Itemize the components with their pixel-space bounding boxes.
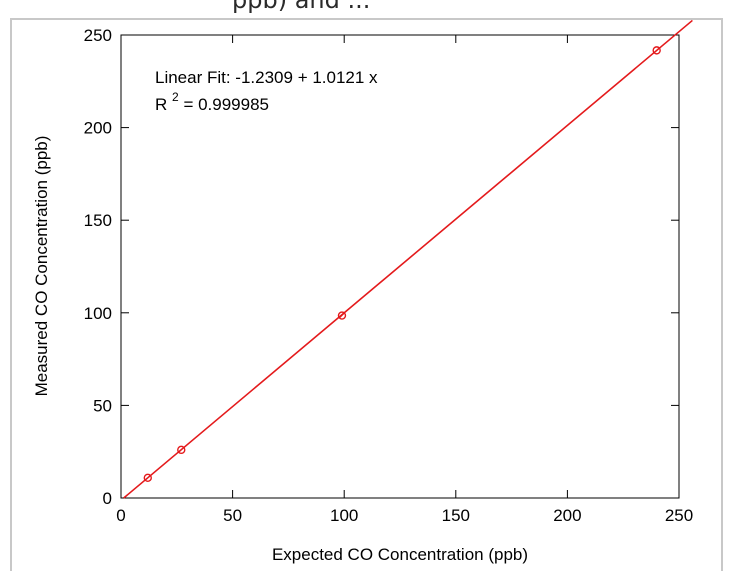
data-point-mark (653, 47, 660, 54)
data-point-mark (339, 312, 345, 319)
tick-labels: 0 50 100 150 200 250 0 50 100 150 200 250 (84, 26, 694, 525)
x-axis-title: Expected CO Concentration (ppb) (272, 545, 528, 564)
r-squared-annotation: R 2 = 0.999985 (155, 86, 269, 114)
data-point-mark (178, 446, 185, 453)
x-tick-label: 0 (116, 506, 125, 525)
data-point-mark (144, 474, 151, 481)
data-point (337, 311, 347, 320)
cropped-title: ppb) and ... (232, 0, 371, 14)
data-point (177, 445, 186, 455)
x-tick-label: 250 (665, 506, 693, 525)
data-point (652, 46, 661, 55)
y-tick-label: 50 (93, 396, 112, 415)
x-tick-label: 50 (223, 506, 242, 525)
x-tick-label: 100 (330, 506, 358, 525)
r-squared-exponent: 2 (172, 90, 179, 104)
fit-line (123, 19, 693, 499)
r-squared-base: R (155, 95, 167, 114)
plot-frame (120, 34, 680, 499)
data-points (143, 46, 661, 483)
fit-annotation: Linear Fit: -1.2309 + 1.0121 x (155, 68, 378, 87)
x-tick-label: 150 (442, 506, 470, 525)
data-point (143, 473, 152, 483)
x-tick-label: 200 (553, 506, 581, 525)
ticks (120, 34, 680, 499)
y-tick-label: 100 (84, 304, 112, 323)
y-axis-title: Measured CO Concentration (ppb) (32, 136, 51, 397)
y-tick-label: 250 (84, 26, 112, 45)
r-squared-value: = 0.999985 (183, 95, 269, 114)
y-tick-label: 200 (84, 119, 112, 138)
y-tick-label: 150 (84, 211, 112, 230)
y-tick-label: 0 (103, 489, 112, 508)
cropped-title-strip: ppb) and ... (0, 0, 731, 18)
